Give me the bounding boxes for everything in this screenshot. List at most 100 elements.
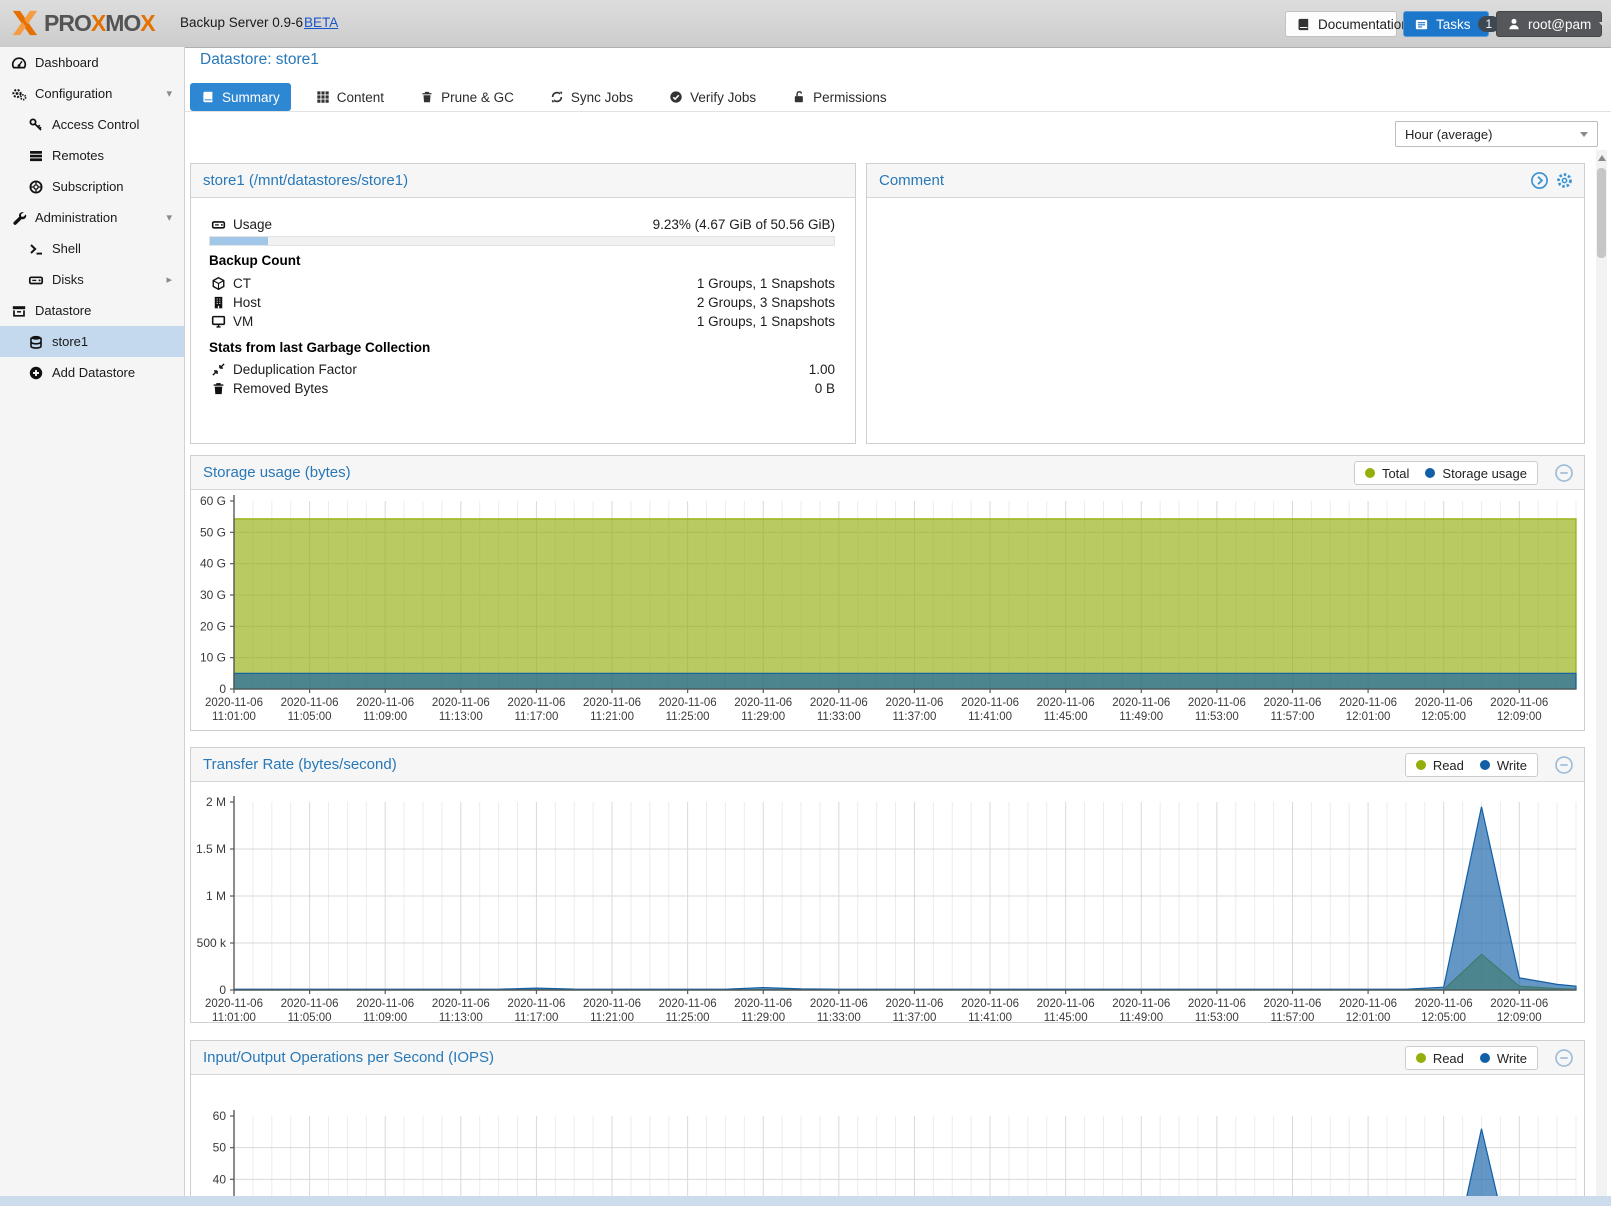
legend-item-write[interactable]: Write [1479,1051,1527,1066]
sidebar-item-access-control[interactable]: Access Control [0,109,184,140]
panel-title: Storage usage (bytes) [203,464,351,481]
sidebar-item-dashboard[interactable]: Dashboard [0,47,184,78]
chevron-down-icon[interactable]: ▾ [166,212,172,224]
tab-summary[interactable]: Summary [190,83,291,111]
trash-icon [420,90,434,104]
sidebar-item-label: store1 [52,334,89,349]
sidebar-item-configuration[interactable]: Configuration ▾ [0,78,184,109]
chevron-down-icon[interactable]: ▾ [166,88,172,100]
tab-permissions[interactable]: Permissions [781,83,898,111]
proxmox-logo: PROXMOX [10,8,156,38]
beta-link[interactable]: BETA [304,15,339,30]
legend-item-read[interactable]: Read [1415,1051,1464,1066]
svg-text:2020-11-06: 2020-11-06 [1037,998,1095,1010]
sidebar-item-label: Add Datastore [52,365,136,380]
svg-text:1.5 M: 1.5 M [196,842,226,856]
dashboard-icon [10,55,27,71]
svg-text:2020-11-06: 2020-11-06 [734,697,792,709]
storage-usage-chart: 60 G 50 G 40 G 30 G 20 G 10 G 0 2020-11-06 11:01… [191,490,1584,737]
svg-text:10 G: 10 G [200,651,226,665]
tab-verify-jobs[interactable]: Verify Jobs [658,83,767,111]
user-menu-button[interactable]: root@pam [1496,11,1608,37]
count-row-vm: VM 1 Groups, 1 Snapshots [209,314,835,329]
sidebar-item-shell[interactable]: Shell [0,233,184,264]
tasks-count-badge: 1 [1477,16,1501,32]
minus-circle-icon[interactable] [1554,463,1574,483]
tab-prune-gc[interactable]: Prune & GC [409,83,525,111]
legend-item-storage-usage[interactable]: Storage usage [1425,466,1527,481]
wrench-icon [10,210,27,226]
tab-bar: Summary Content Prune & GC Sync Jobs Ver… [190,83,898,111]
tab-label: Permissions [813,89,887,105]
svg-text:2020-11-06: 2020-11-06 [356,998,414,1010]
vertical-scrollbar[interactable] [1596,150,1607,1196]
datastore-summary-header: store1 (/mnt/datastores/store1) [191,164,855,198]
svg-text:11:33:00: 11:33:00 [817,711,861,723]
svg-text:11:25:00: 11:25:00 [666,711,710,723]
gear-icon[interactable] [1555,171,1574,190]
top-bar: PROXMOX Backup Server 0.9-6 BETA Documen… [0,0,1611,48]
minus-circle-icon[interactable] [1554,755,1574,775]
terminal-icon [27,241,44,257]
svg-text:2020-11-06: 2020-11-06 [961,998,1019,1010]
sidebar-item-datastore[interactable]: Datastore [0,295,184,326]
bottom-edge-strip [0,1196,1611,1206]
legend-item-total[interactable]: Total [1364,466,1409,481]
svg-text:2020-11-06: 2020-11-06 [810,697,868,709]
sidebar-item-remotes[interactable]: Remotes [0,140,184,171]
svg-text:11:21:00: 11:21:00 [590,711,634,723]
sidebar-item-store1[interactable]: store1 [0,326,184,357]
svg-text:2020-11-06: 2020-11-06 [1490,697,1548,709]
count-label: CT [233,276,251,291]
minus-circle-icon[interactable] [1554,1048,1574,1068]
comment-body[interactable] [867,198,1584,443]
legend-item-read[interactable]: Read [1415,758,1464,773]
legend-item-write[interactable]: Write [1479,758,1527,773]
svg-text:2020-11-06: 2020-11-06 [1037,697,1095,709]
svg-text:2 M: 2 M [206,795,226,809]
tab-content[interactable]: Content [305,83,395,111]
tasks-label: Tasks [1436,16,1471,32]
sidebar-item-administration[interactable]: Administration ▾ [0,202,184,233]
chevron-circle-right-icon[interactable] [1530,171,1549,190]
timeframe-select[interactable]: Hour (average) [1395,121,1598,147]
svg-text:11:17:00: 11:17:00 [514,711,558,723]
svg-text:11:09:00: 11:09:00 [363,1012,407,1024]
svg-text:2020-11-06: 2020-11-06 [205,697,263,709]
remotes-icon [27,148,44,164]
chevron-down-icon [1580,131,1588,137]
svg-text:2020-11-06: 2020-11-06 [205,998,263,1010]
tab-label: Verify Jobs [690,89,757,105]
svg-text:11:13:00: 11:13:00 [439,1012,483,1024]
gc-label: Removed Bytes [233,381,329,396]
svg-text:2020-11-06: 2020-11-06 [1188,697,1246,709]
archive-icon [10,303,27,319]
usage-progress-fill [210,237,268,245]
documentation-button[interactable]: Documentation [1285,11,1409,37]
count-row-host: Host 2 Groups, 3 Snapshots [209,295,835,310]
chevron-right-icon[interactable]: ▸ [166,274,172,286]
chevron-down-icon [1599,21,1608,27]
grid-icon [316,90,330,104]
scrollbar-thumb[interactable] [1597,168,1606,258]
count-row-ct: CT 1 Groups, 1 Snapshots [209,276,835,291]
sidebar-item-label: Dashboard [35,55,99,70]
svg-text:2020-11-06: 2020-11-06 [432,998,490,1010]
legend-dot [1479,760,1490,770]
svg-text:11:49:00: 11:49:00 [1119,1012,1163,1024]
sidebar-item-add-datastore[interactable]: Add Datastore [0,357,184,388]
sidebar-item-label: Configuration [35,86,113,101]
sidebar-item-disks[interactable]: Disks ▸ [0,264,184,295]
tab-label: Content [336,89,385,105]
svg-text:11:05:00: 11:05:00 [288,711,332,723]
page-title: Datastore: store1 [200,51,319,68]
sidebar-item-subscription[interactable]: Subscription [0,171,184,202]
scroll-up-arrow-icon[interactable] [1598,155,1606,161]
tasks-button[interactable]: Tasks 1 [1403,11,1501,37]
svg-text:2020-11-06: 2020-11-06 [961,697,1019,709]
svg-text:50: 50 [213,1141,227,1155]
usage-value: 9.23% (4.67 GiB of 50.56 GiB) [652,217,835,232]
tab-sync-jobs[interactable]: Sync Jobs [539,83,644,111]
svg-text:11:37:00: 11:37:00 [892,711,936,723]
check-circle-icon [669,90,683,104]
